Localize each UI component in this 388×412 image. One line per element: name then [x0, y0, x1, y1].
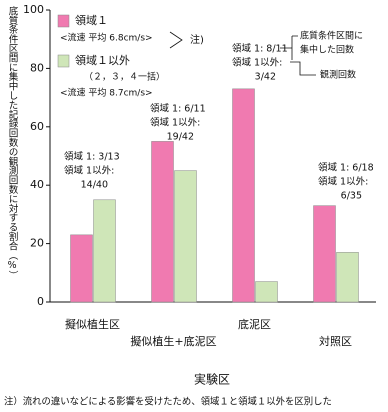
annotation: 6/35: [341, 191, 362, 202]
legend-swatch: [57, 14, 70, 28]
bracket: [169, 31, 183, 49]
y-tick-label: 0: [37, 295, 44, 308]
callout: 観測回数: [320, 69, 356, 81]
legend-note: 注): [190, 33, 204, 46]
bar: [151, 141, 174, 303]
callout: 底質条件区間に: [300, 30, 363, 42]
bar: [174, 170, 197, 303]
legend-label: 領域１: [75, 13, 108, 27]
y-tick-label: 20: [30, 237, 44, 250]
bar: [70, 234, 93, 303]
bar: [93, 199, 116, 303]
legend-note: （２，３，４一括）: [84, 71, 165, 83]
legend-note: <流速 平均 6.8cm/s>: [60, 32, 153, 44]
bar: [255, 281, 278, 303]
annotation: 領域 1: 3/13: [64, 151, 120, 163]
x-tick-label: 対照区: [319, 334, 352, 348]
annotation: 領域 1: 8/11: [232, 43, 288, 55]
annotation: 領域 1以外:: [318, 176, 368, 188]
callout-line: [280, 35, 316, 76]
annotation: 14/40: [81, 180, 108, 191]
y-tick-label: 40: [30, 178, 44, 191]
bar: [336, 252, 359, 303]
y-tick-label: 80: [30, 61, 44, 74]
annotation: 19/42: [167, 132, 194, 143]
y-tick-label: 100: [23, 3, 44, 16]
bar: [232, 88, 255, 303]
annotation: 領域 1以外:: [64, 165, 114, 177]
annotation: 3/42: [255, 72, 276, 83]
x-tick-label: 擬似植生区: [65, 317, 120, 331]
legend-label: 領域１以外: [75, 53, 130, 67]
annotation: 領域 1: 6/18: [318, 162, 374, 174]
footnote: 注）流れの違いなどによる影響を受けたため、領域１と領域１以外を区別した: [4, 396, 332, 408]
y-axis-label: 底質条件区間に集中した記録回数の観測回数に対する割合（%）: [7, 5, 19, 280]
x-tick-label: 擬似植生+底泥区: [130, 334, 216, 348]
legend-note: <流速 平均 8.7cm/s>: [60, 87, 153, 99]
x-axis-label: 実験区: [194, 372, 230, 387]
legend-swatch: [57, 54, 70, 68]
callout: 集中した回数: [300, 44, 354, 56]
bar: [313, 205, 336, 303]
x-tick-label: 底泥区: [238, 317, 271, 331]
annotation: 領域 1以外:: [232, 57, 282, 69]
annotation: 領域 1以外:: [150, 117, 200, 129]
annotation: 領域 1: 6/11: [150, 103, 206, 115]
y-tick-label: 60: [30, 120, 44, 133]
